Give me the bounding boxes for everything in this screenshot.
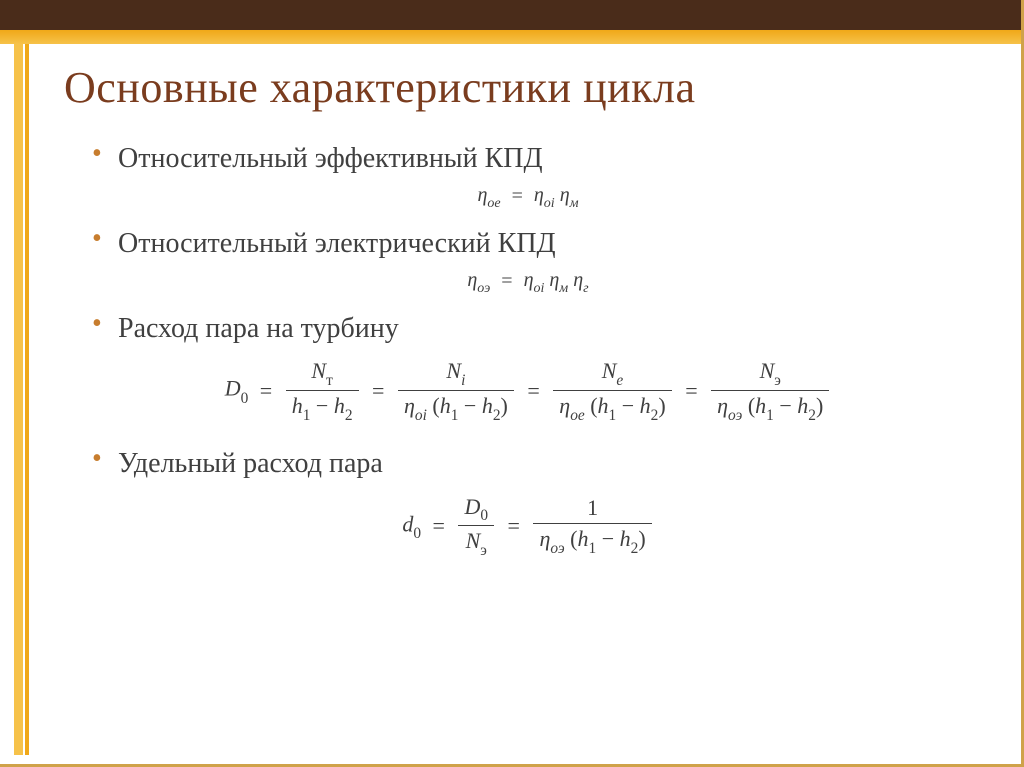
bullet-4: Удельный расход пара — [92, 445, 964, 483]
formula-effective-eff: ηое = ηоі ηм — [92, 184, 964, 211]
decor-left-rail-thin — [25, 44, 29, 755]
bullet-3: Расход пара на турбину — [92, 310, 964, 348]
bullet-1: Относительный эффективный КПД — [92, 140, 964, 178]
decor-left-rail — [14, 44, 23, 755]
content-area: Относительный эффективный КПД ηое = ηоі … — [92, 140, 964, 580]
slide: Основные характеристики цикла Относитель… — [0, 0, 1024, 767]
formula-d0-small: d0 = D0 Nэ = 1 ηоэ (h1 − h2) — [92, 493, 964, 560]
formula-electric-eff: ηоэ = ηоі ηм ηг — [92, 269, 964, 296]
bullet-2-text: Относительный электрический КПД — [118, 228, 556, 259]
bullet-2: Относительный электрический КПД — [92, 225, 964, 263]
sym-eta: η — [477, 184, 487, 206]
formula-d0: D0 = Nт h1 − h2 = Ni ηоі (h1 − h2) = Nе … — [92, 357, 964, 424]
decor-top-band — [0, 0, 1024, 30]
slide-title: Основные характеристики цикла — [64, 62, 696, 113]
bullet-3-text: Расход пара на турбину — [118, 313, 399, 344]
bullet-4-text: Удельный расход пара — [118, 448, 383, 479]
decor-yellow-strip — [0, 30, 1024, 44]
bullet-1-text: Относительный эффективный КПД — [118, 143, 543, 174]
